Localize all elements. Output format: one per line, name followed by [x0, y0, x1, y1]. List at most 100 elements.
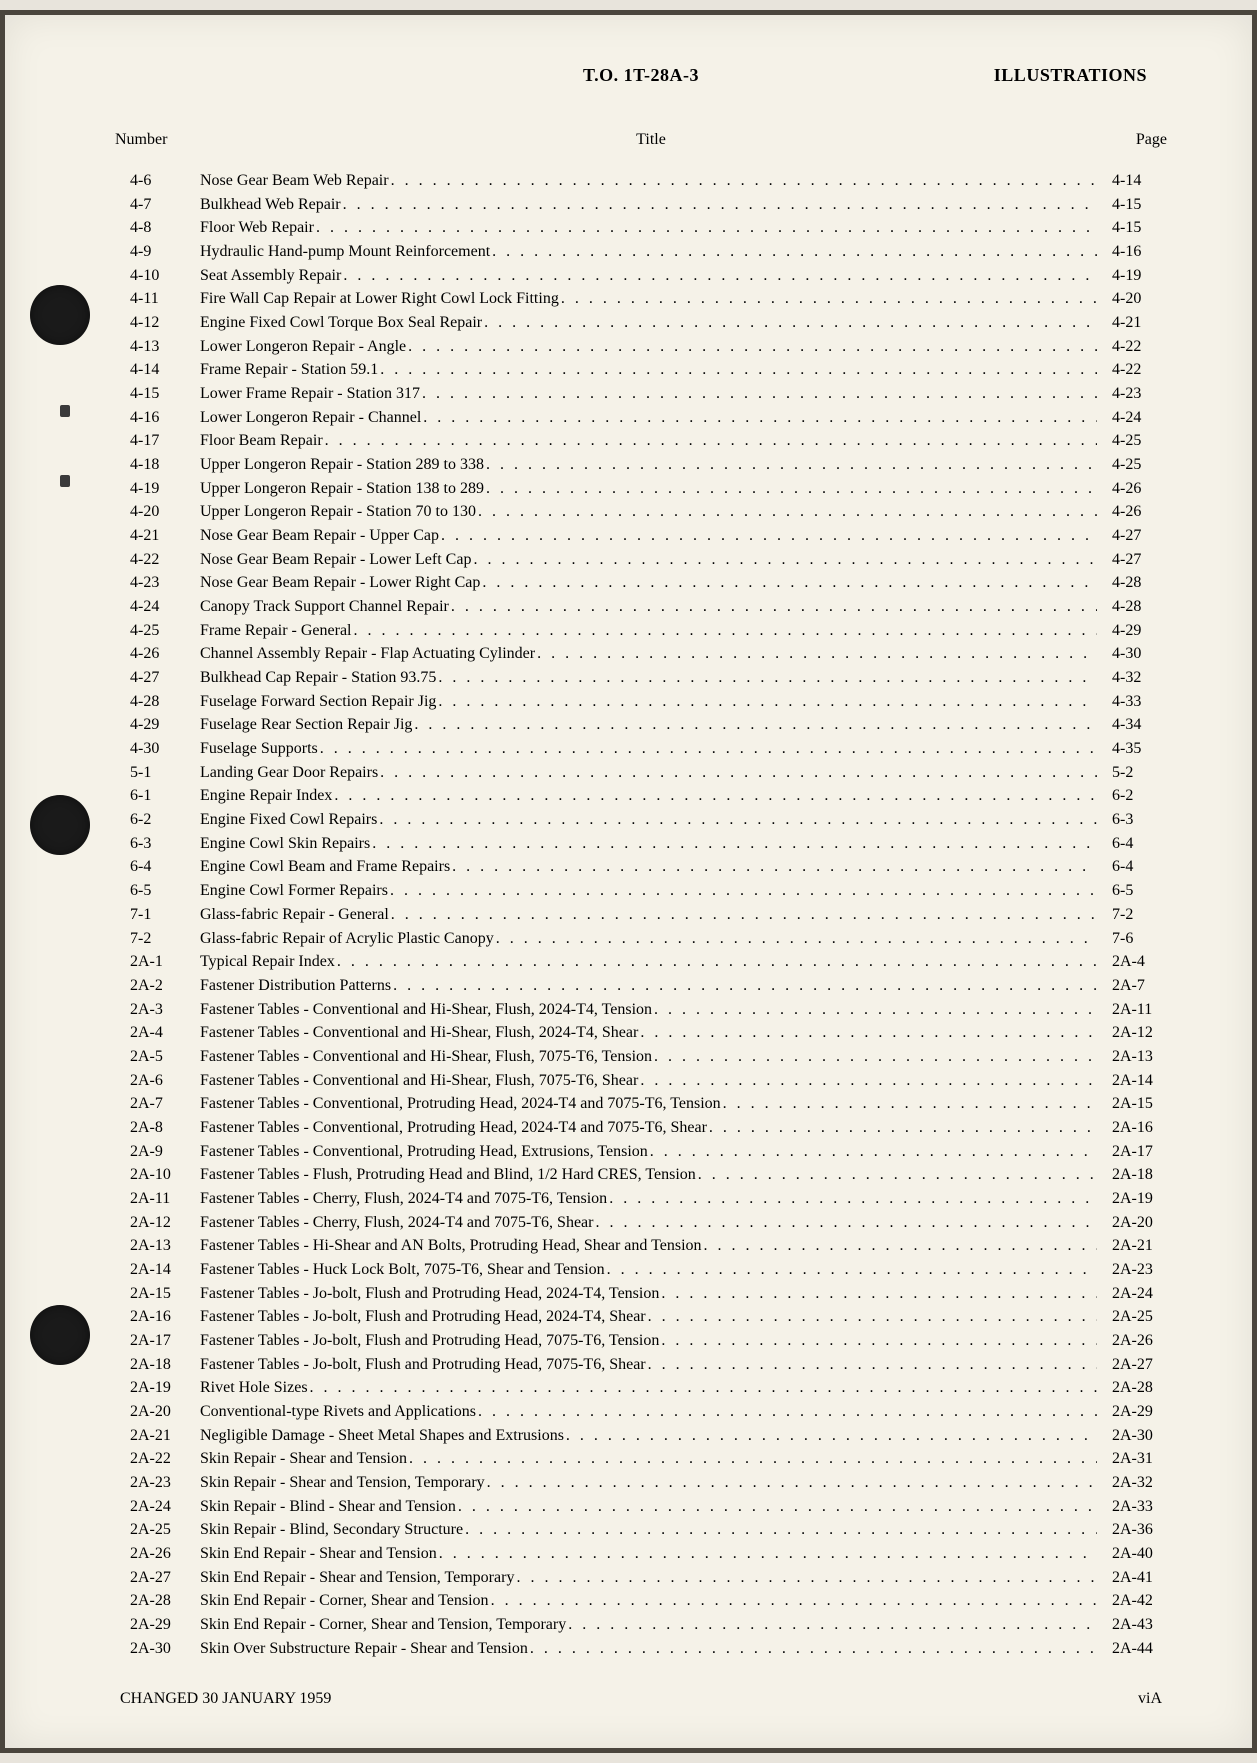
- leader-dots: [323, 429, 1097, 453]
- entry-title: Nose Gear Beam Repair - Lower Left Cap: [200, 548, 471, 572]
- leader-dots: [456, 1495, 1097, 1519]
- list-item: 4-12Engine Fixed Cowl Torque Box Seal Re…: [115, 311, 1167, 335]
- entry-page: 2A-40: [1097, 1542, 1167, 1566]
- leader-dots: [389, 169, 1097, 193]
- list-item: 2A-2Fastener Distribution Patterns 2A-7: [115, 974, 1167, 998]
- list-item: 6-3Engine Cowl Skin Repairs 6-4: [115, 832, 1167, 856]
- header-spacer: [135, 65, 583, 86]
- list-item: 4-6Nose Gear Beam Web Repair 4-14: [115, 169, 1167, 193]
- leader-dots: [593, 1211, 1097, 1235]
- page-mark: [60, 475, 70, 487]
- entry-page: 2A-44: [1097, 1637, 1167, 1661]
- entry-title: Fastener Tables - Conventional and Hi-Sh…: [200, 1045, 652, 1069]
- page-number: viA: [1138, 1690, 1162, 1708]
- entry-title: Fastener Tables - Conventional and Hi-Sh…: [200, 1069, 638, 1093]
- entry-page: 2A-41: [1097, 1566, 1167, 1590]
- list-item: 4-27Bulkhead Cap Repair - Station 93.75 …: [115, 666, 1167, 690]
- list-item: 2A-4Fastener Tables - Conventional and H…: [115, 1021, 1167, 1045]
- entry-number: 2A-5: [115, 1045, 200, 1069]
- entry-title: Fuselage Forward Section Repair Jig: [200, 690, 436, 714]
- entry-title: Frame Repair - General: [200, 619, 351, 643]
- entry-number: 6-2: [115, 808, 200, 832]
- entry-title: Fastener Distribution Patterns: [200, 974, 391, 998]
- page-header: T.O. 1T-28A-3 ILLUSTRATIONS: [115, 65, 1167, 86]
- leader-dots: [436, 666, 1097, 690]
- entry-title: Typical Repair Index: [200, 950, 335, 974]
- document-number: T.O. 1T-28A-3: [583, 65, 699, 86]
- entry-number: 4-16: [115, 406, 200, 430]
- list-item: 2A-15Fastener Tables - Jo-bolt, Flush an…: [115, 1282, 1167, 1306]
- entry-page: 2A-25: [1097, 1305, 1167, 1329]
- entry-title: Floor Web Repair: [200, 216, 314, 240]
- list-item: 7-2Glass-fabric Repair of Acrylic Plasti…: [115, 927, 1167, 951]
- entry-title: Fastener Tables - Conventional, Protrudi…: [200, 1092, 721, 1116]
- leader-dots: [406, 335, 1097, 359]
- leader-dots: [490, 240, 1097, 264]
- entry-page: 4-25: [1097, 453, 1167, 477]
- entry-title: Fastener Tables - Conventional and Hi-Sh…: [200, 998, 652, 1022]
- entry-number: 2A-14: [115, 1258, 200, 1282]
- entry-number: 4-13: [115, 335, 200, 359]
- entry-title: Engine Cowl Skin Repairs: [200, 832, 370, 856]
- entry-number: 2A-8: [115, 1116, 200, 1140]
- list-item: 4-26Channel Assembly Repair - Flap Actua…: [115, 642, 1167, 666]
- illustrations-list: 4-6Nose Gear Beam Web Repair 4-144-7Bulk…: [115, 169, 1167, 1660]
- leader-dots: [407, 1447, 1097, 1471]
- entry-page: 2A-12: [1097, 1021, 1167, 1045]
- entry-page: 2A-43: [1097, 1613, 1167, 1637]
- leader-dots: [341, 264, 1097, 288]
- entry-title: Fastener Tables - Flush, Protruding Head…: [200, 1163, 696, 1187]
- entry-number: 2A-29: [115, 1613, 200, 1637]
- entry-page: 4-28: [1097, 571, 1167, 595]
- entry-page: 4-32: [1097, 666, 1167, 690]
- entry-title: Lower Longeron Repair - Channel: [200, 406, 421, 430]
- column-header-page: Page: [1087, 131, 1167, 149]
- list-item: 2A-11Fastener Tables - Cherry, Flush, 20…: [115, 1187, 1167, 1211]
- list-item: 2A-19Rivet Hole Sizes 2A-28: [115, 1376, 1167, 1400]
- entry-title: Engine Fixed Cowl Repairs: [200, 808, 377, 832]
- entry-title: Engine Repair Index: [200, 784, 332, 808]
- punch-hole: [30, 1305, 90, 1365]
- list-item: 2A-16Fastener Tables - Jo-bolt, Flush an…: [115, 1305, 1167, 1329]
- leader-dots: [646, 1353, 1097, 1377]
- entry-title: Upper Longeron Repair - Station 138 to 2…: [200, 477, 484, 501]
- entry-page: 6-5: [1097, 879, 1167, 903]
- entry-page: 6-4: [1097, 832, 1167, 856]
- leader-dots: [332, 784, 1097, 808]
- entry-page: 4-22: [1097, 358, 1167, 382]
- entry-page: 2A-19: [1097, 1187, 1167, 1211]
- entry-title: Fastener Tables - Jo-bolt, Flush and Pro…: [200, 1282, 659, 1306]
- leader-dots: [476, 1400, 1097, 1424]
- leader-dots: [648, 1140, 1097, 1164]
- leader-dots: [318, 737, 1097, 761]
- entry-page: 2A-7: [1097, 974, 1167, 998]
- list-item: 2A-30Skin Over Substructure Repair - She…: [115, 1637, 1167, 1661]
- entry-title: Skin Repair - Shear and Tension, Tempora…: [200, 1471, 485, 1495]
- entry-page: 2A-17: [1097, 1140, 1167, 1164]
- entry-number: 2A-28: [115, 1589, 200, 1613]
- entry-number: 2A-26: [115, 1542, 200, 1566]
- entry-number: 4-17: [115, 429, 200, 453]
- entry-page: 4-15: [1097, 193, 1167, 217]
- entry-page: 2A-31: [1097, 1447, 1167, 1471]
- entry-title: Skin End Repair - Shear and Tension, Tem…: [200, 1566, 514, 1590]
- entry-number: 4-9: [115, 240, 200, 264]
- list-item: 2A-5Fastener Tables - Conventional and H…: [115, 1045, 1167, 1069]
- entry-page: 2A-4: [1097, 950, 1167, 974]
- section-title: ILLUSTRATIONS: [699, 65, 1147, 86]
- entry-page: 4-19: [1097, 264, 1167, 288]
- leader-dots: [308, 1376, 1097, 1400]
- entry-number: 4-22: [115, 548, 200, 572]
- leader-dots: [449, 595, 1097, 619]
- leader-dots: [659, 1329, 1097, 1353]
- leader-dots: [652, 1045, 1097, 1069]
- entry-title: Fastener Tables - Conventional, Protrudi…: [200, 1116, 707, 1140]
- entry-page: 4-26: [1097, 477, 1167, 501]
- list-item: 4-29Fuselage Rear Section Repair Jig 4-3…: [115, 713, 1167, 737]
- entry-title: Skin Repair - Shear and Tension: [200, 1447, 407, 1471]
- entry-page: 4-27: [1097, 548, 1167, 572]
- leader-dots: [377, 808, 1097, 832]
- entry-page: 2A-28: [1097, 1376, 1167, 1400]
- leader-dots: [420, 382, 1097, 406]
- list-item: 4-15Lower Frame Repair - Station 317 4-2…: [115, 382, 1167, 406]
